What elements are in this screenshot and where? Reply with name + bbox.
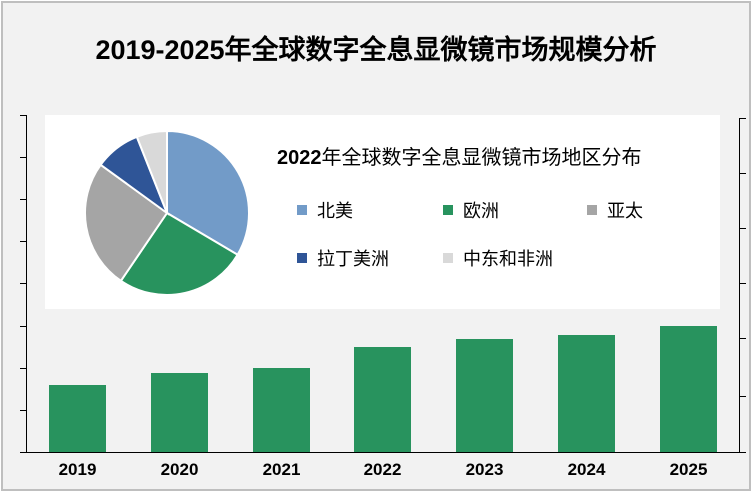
bar-2024 <box>558 335 615 452</box>
legend-label: 欧洲 <box>463 201 499 221</box>
legend-item: 拉丁美洲 <box>297 245 389 271</box>
legend-item: 欧洲 <box>443 197 499 223</box>
left-axis-tick <box>20 115 26 116</box>
right-y-axis <box>739 118 740 453</box>
legend-label: 亚太 <box>607 201 643 221</box>
right-axis-tick <box>740 452 746 453</box>
legend-swatch-icon <box>297 253 307 263</box>
pie-title-year: 2022 <box>277 147 322 169</box>
right-axis-tick <box>740 228 746 229</box>
pie-slice-1 <box>119 211 239 296</box>
x-label-2020: 2020 <box>160 460 199 479</box>
x-axis-line <box>20 452 746 453</box>
pie-slice-4 <box>135 130 168 214</box>
x-label-2023: 2023 <box>465 460 504 479</box>
pie-inset-panel: 2022年全球数字全息显微镜市场地区分布 北美 欧洲 亚太拉丁美洲 中东和非洲 <box>45 115 720 309</box>
x-label-2022: 2022 <box>363 460 402 479</box>
pie-slice-0 <box>166 130 250 257</box>
legend-swatch-icon <box>443 253 453 263</box>
legend-swatch-icon <box>443 205 453 215</box>
x-label-2025: 2025 <box>669 460 708 479</box>
legend-label: 中东和非洲 <box>463 249 553 269</box>
legend-label: 拉丁美洲 <box>317 249 389 269</box>
left-axis-tick <box>20 452 26 453</box>
right-axis-tick <box>740 173 746 174</box>
left-axis-tick <box>20 283 26 284</box>
bar-2021 <box>253 368 310 452</box>
pie-chart <box>84 130 250 296</box>
left-axis-tick <box>20 410 26 411</box>
left-axis-tick <box>20 199 26 200</box>
pie-chart-title: 2022年全球数字全息显微镜市场地区分布 <box>277 141 642 170</box>
legend-item: 中东和非洲 <box>443 245 553 271</box>
right-axis-tick <box>740 396 746 397</box>
x-label-2021: 2021 <box>262 460 301 479</box>
legend-item: 北美 <box>297 197 353 223</box>
chart-title: 2019-2025年全球数字全息显微镜市场规模分析 <box>95 35 657 65</box>
bar-2019 <box>49 385 106 452</box>
bar-2023 <box>456 339 513 452</box>
bar-2025 <box>660 326 717 452</box>
bar-2022 <box>354 347 411 452</box>
x-label-2024: 2024 <box>567 460 606 479</box>
legend-item: 亚太 <box>587 197 643 223</box>
left-axis-tick <box>20 326 26 327</box>
right-axis-tick <box>740 118 746 119</box>
right-axis-tick <box>740 283 746 284</box>
legend-swatch-icon <box>297 205 307 215</box>
bar-2020 <box>151 373 208 452</box>
left-axis-tick <box>20 241 26 242</box>
left-axis-tick <box>20 157 26 158</box>
legend-label: 北美 <box>317 201 353 221</box>
left-y-axis <box>26 115 27 453</box>
legend-swatch-icon <box>587 205 597 215</box>
left-axis-tick <box>20 368 26 369</box>
pie-title-text: 年全球数字全息显微镜市场地区分布 <box>321 147 642 169</box>
pie-slice-2 <box>84 163 169 283</box>
right-axis-tick <box>740 338 746 339</box>
x-label-2019: 2019 <box>58 460 97 479</box>
